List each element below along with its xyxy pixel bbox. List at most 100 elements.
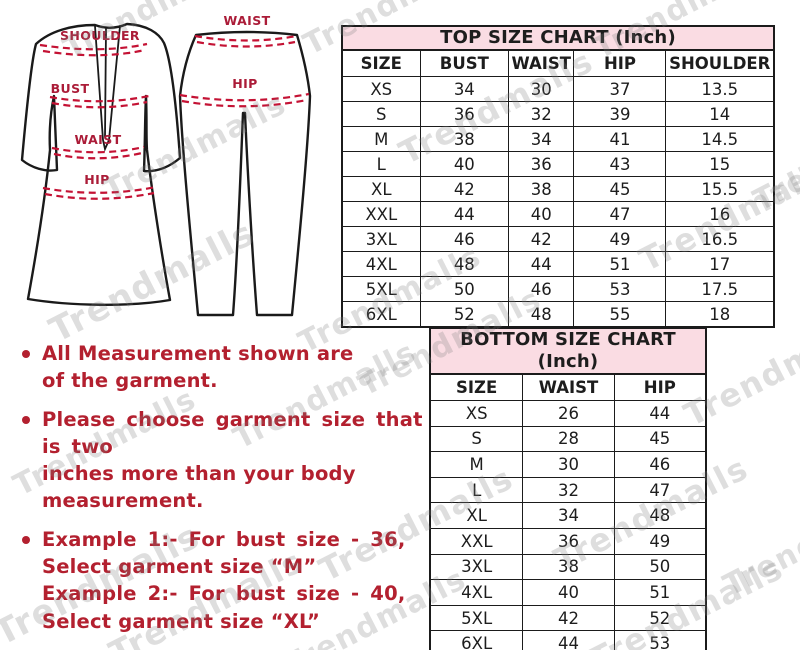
note-item: Please choose garment size that is two i… bbox=[22, 406, 434, 515]
table-cell: 37 bbox=[573, 77, 665, 101]
table-cell: M bbox=[374, 129, 389, 149]
table-cell: 49 bbox=[573, 227, 665, 251]
table-cell: 44 bbox=[522, 631, 613, 650]
table-row: XXL 44 40 47 16 bbox=[343, 201, 773, 226]
note-line: Select garment size “XL” bbox=[42, 609, 320, 633]
column-header-waist: WAIST bbox=[522, 375, 613, 400]
note-line: inches more than your body measurement. bbox=[42, 462, 356, 513]
table-cell: 5XL bbox=[461, 608, 493, 628]
table-cell: 47 bbox=[613, 477, 705, 503]
table-cell: XXL bbox=[460, 531, 493, 551]
table-cell: S bbox=[376, 104, 387, 124]
table-cell: 40 bbox=[508, 202, 573, 226]
table-cell: 50 bbox=[613, 554, 705, 580]
table-cell: 55 bbox=[573, 302, 665, 326]
table-row: M 38 34 41 14.5 bbox=[343, 126, 773, 151]
table-cell: XS bbox=[465, 403, 488, 423]
table-cell: 4XL bbox=[365, 254, 397, 274]
table-cell: 6XL bbox=[365, 304, 397, 324]
table-cell: 47 bbox=[573, 202, 665, 226]
top-waist-label: WAIST bbox=[74, 132, 121, 147]
table-cell: 53 bbox=[573, 277, 665, 301]
table-row: S 28 45 bbox=[431, 425, 705, 452]
note-item: All Measurement shown are of the garment… bbox=[22, 340, 434, 395]
table-cell: 32 bbox=[508, 102, 573, 126]
table-cell: 30 bbox=[508, 77, 573, 101]
column-header-hip: HIP bbox=[613, 375, 705, 400]
column-header-size: SIZE bbox=[456, 378, 498, 397]
table-row: 3XL 46 42 49 16.5 bbox=[343, 226, 773, 251]
table-row: S 36 32 39 14 bbox=[343, 101, 773, 126]
table-cell: L bbox=[472, 480, 482, 500]
table-cell: 14 bbox=[665, 102, 773, 126]
shoulder-measure-line bbox=[39, 42, 148, 57]
table-cell: 51 bbox=[573, 252, 665, 276]
note-line: Please choose garment size that is two bbox=[42, 407, 423, 458]
table-row: 3XL 38 50 bbox=[431, 553, 705, 580]
table-row: XL 34 48 bbox=[431, 502, 705, 528]
table-cell: 42 bbox=[419, 177, 509, 201]
table-row: M 30 46 bbox=[431, 451, 705, 477]
table-cell: 40 bbox=[522, 580, 613, 605]
table-cell: 48 bbox=[419, 252, 509, 276]
table-cell: 34 bbox=[419, 77, 509, 101]
table-row: 5XL 50 46 53 17.5 bbox=[343, 276, 773, 301]
table-cell: 44 bbox=[508, 252, 573, 276]
table-cell: 17 bbox=[665, 252, 773, 276]
table-cell: 46 bbox=[419, 227, 509, 251]
table-cell: 39 bbox=[573, 102, 665, 126]
table-cell: 6XL bbox=[461, 634, 493, 650]
table-cell: 44 bbox=[419, 202, 509, 226]
table-cell: 42 bbox=[508, 227, 573, 251]
shoulder-label: SHOULDER bbox=[60, 28, 140, 43]
table-row: L 32 47 bbox=[431, 476, 705, 503]
table-cell: 42 bbox=[522, 605, 613, 631]
table-row: 6XL 52 48 55 18 bbox=[343, 301, 773, 326]
top-size-chart-title: TOP SIZE CHART (Inch) bbox=[343, 27, 773, 51]
top-hip-measure-line bbox=[42, 185, 157, 200]
note-line: Example 2:- For bust size - 40, bbox=[42, 582, 406, 606]
top-garment-neckline bbox=[94, 25, 121, 152]
table-cell: XS bbox=[370, 79, 393, 99]
note-item: Example 1:- For bust size - 36, Select g… bbox=[22, 526, 434, 635]
table-cell: 44 bbox=[613, 401, 705, 426]
bottom-size-chart-body: XS 26 44 S 28 45 M 30 46 L 32 47 XL 34 48 XXL 36 49 3XL 38 5… bbox=[431, 400, 705, 650]
table-cell: 14.5 bbox=[665, 127, 773, 151]
table-cell: 38 bbox=[508, 177, 573, 201]
table-cell: 3XL bbox=[365, 229, 397, 249]
table-cell: 41 bbox=[573, 127, 665, 151]
table-cell: 53 bbox=[613, 631, 705, 650]
table-cell: M bbox=[469, 454, 484, 474]
top-waist-measure-line bbox=[51, 145, 145, 160]
table-cell: 18 bbox=[665, 302, 773, 326]
table-cell: 16.5 bbox=[665, 227, 773, 251]
table-row: 4XL 40 51 bbox=[431, 579, 705, 605]
table-cell: 15.5 bbox=[665, 177, 773, 201]
table-cell: 13.5 bbox=[665, 77, 773, 101]
table-row: 6XL 44 53 bbox=[431, 630, 705, 650]
bottom-hip-measure-line bbox=[179, 92, 310, 108]
table-cell: 36 bbox=[508, 152, 573, 176]
table-cell: 52 bbox=[613, 605, 705, 631]
table-row: XS 34 30 37 13.5 bbox=[343, 76, 773, 101]
table-cell: 40 bbox=[419, 152, 509, 176]
table-cell: 51 bbox=[613, 580, 705, 605]
table-cell: 16 bbox=[665, 202, 773, 226]
column-header-waist: WAIST bbox=[508, 51, 573, 76]
bottom-waist-measure-line bbox=[194, 34, 298, 48]
column-header-hip: HIP bbox=[573, 51, 665, 76]
table-cell: 48 bbox=[508, 302, 573, 326]
table-cell: 38 bbox=[522, 554, 613, 580]
column-header-size: SIZE bbox=[360, 54, 402, 73]
bottom-size-chart-table: BOTTOM SIZE CHART (Inch) SIZE WAIST HIP … bbox=[429, 327, 707, 650]
table-cell: 50 bbox=[419, 277, 509, 301]
bottom-size-chart-header-row: SIZE WAIST HIP bbox=[431, 375, 705, 400]
table-cell: XL bbox=[466, 506, 487, 526]
table-cell: 36 bbox=[419, 102, 509, 126]
top-size-chart-body: XS 34 30 37 13.5 S 36 32 39 14 M 38 34 41 14.5 L 40 36 43 1… bbox=[343, 76, 773, 326]
garment-diagram: SHOULDER BUST WAIST HIP WAIST HIP bbox=[20, 13, 312, 317]
table-cell: 45 bbox=[613, 426, 705, 452]
table-row: 5XL 42 52 bbox=[431, 604, 705, 631]
table-cell: 3XL bbox=[461, 557, 493, 577]
note-line: All Measurement shown are bbox=[42, 342, 354, 365]
